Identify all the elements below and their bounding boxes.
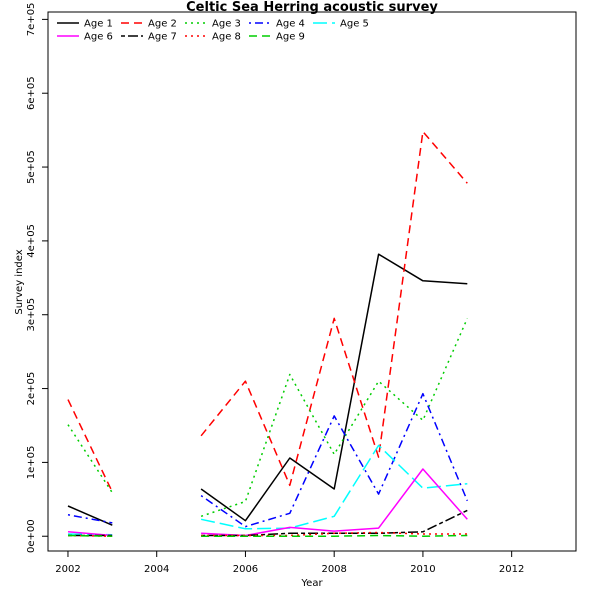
legend-item-age-8: Age 8 (185, 32, 241, 43)
y-tick-label: 0e+00 (26, 519, 37, 553)
y-tick-label: 7e+05 (26, 3, 37, 37)
plot-frame (47, 11, 577, 552)
legend-label: Age 1 (84, 19, 113, 30)
legend-item-age-6: Age 6 (57, 32, 113, 43)
legend: Age 1 Age 2 Age 3 Age 4 Age 5 Age 6 Age 7 Age 8… (57, 19, 369, 43)
y-tick-label: 1e+05 (26, 446, 37, 480)
legend-label: Age 2 (148, 19, 177, 30)
series-line (200, 392, 468, 528)
chart-title: Celtic Sea Herring acoustic survey (186, 0, 438, 15)
legend-item-age-5: Age 5 (313, 19, 369, 30)
legend-label: Age 5 (340, 19, 369, 30)
x-tick-label: 2004 (144, 564, 169, 575)
legend-label: Age 6 (84, 32, 113, 43)
series-line (200, 253, 468, 522)
series-line (200, 444, 468, 530)
x-tick-label: 2008 (321, 564, 346, 575)
series-age-6 (67, 468, 468, 537)
y-tick-label: 6e+05 (26, 76, 37, 110)
x-tick-label: 2006 (233, 564, 258, 575)
x-tick-label: 2002 (55, 564, 80, 575)
legend-label: Age 4 (276, 19, 305, 30)
series-age-3 (67, 318, 468, 518)
series-line (67, 424, 113, 494)
legend-label: Age 7 (148, 32, 177, 43)
y-tick-label: 2e+05 (26, 372, 37, 406)
series-line (200, 130, 468, 487)
series-line (67, 514, 113, 524)
series-line (67, 534, 113, 537)
legend-label: Age 3 (212, 19, 241, 30)
legend-label: Age 9 (276, 32, 305, 43)
x-tick-label: 2010 (410, 564, 435, 575)
series-age-9 (67, 534, 468, 537)
x-tick-label: 2012 (499, 564, 524, 575)
series-line (67, 399, 113, 493)
series-line (201, 531, 468, 537)
legend-item-age-7: Age 7 (121, 32, 177, 43)
series-age-2 (67, 130, 468, 493)
y-tick-label: 3e+05 (26, 298, 37, 332)
y-axis-title: Survey index (14, 249, 25, 314)
legend-item-age-9: Age 9 (249, 32, 305, 43)
legend-label: Age 8 (212, 32, 241, 43)
legend-item-age-3: Age 3 (185, 19, 241, 30)
series-age-4 (67, 392, 468, 528)
legend-item-age-1: Age 1 (57, 19, 113, 30)
legend-item-age-4: Age 4 (249, 19, 305, 30)
series-line (201, 534, 468, 537)
legend-item-age-2: Age 2 (121, 19, 177, 30)
series-age-1 (67, 253, 468, 526)
plot-area: 2002 2004 2006 2008 2010 2012 0e+00 1e+05 2e+05 3… (26, 3, 577, 575)
x-axis-title: Year (300, 578, 323, 589)
y-tick-label: 5e+05 (26, 150, 37, 184)
y-tick-label: 4e+05 (26, 224, 37, 258)
